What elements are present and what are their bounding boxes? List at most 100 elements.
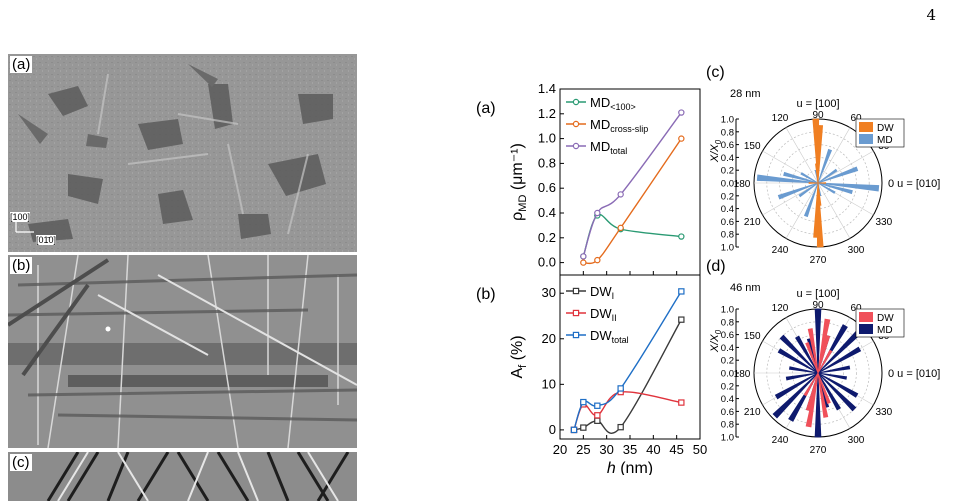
- polar-c-angle-label: 180: [734, 179, 751, 190]
- chart-a-legend-label: MDtotal: [590, 139, 627, 156]
- chart-a-ytick-label: 0.2: [538, 230, 556, 245]
- chart-a-point: [678, 109, 685, 116]
- chart-a-legend-marker: [572, 120, 580, 128]
- chart-a-series-line-0: [582, 213, 682, 257]
- polar-d-bar-dw: [817, 372, 831, 405]
- polar-c-legend-swatch: [859, 134, 873, 144]
- polar-c-legend-box: [855, 118, 905, 148]
- chart-a-point: [678, 135, 685, 142]
- polar-c: (c)28 nmu = [100]0 u = [010]603033030027…: [706, 64, 940, 266]
- polar-c-radial-tick-label: 0.4: [721, 153, 734, 164]
- polar-c-spoke: [762, 182, 819, 216]
- polar-c-angle-label: 150: [744, 141, 761, 152]
- chart-a-ytick-label: 1.0: [538, 131, 556, 146]
- polar-c-spoke: [817, 150, 874, 184]
- polar-d-bar-md: [817, 372, 859, 398]
- polar-c-panel-label: (c): [706, 64, 725, 81]
- polar-d-radial-tick-label: 0.0: [721, 369, 734, 380]
- chart-a-ytick-label: 0.6: [538, 180, 556, 195]
- chart-a-point: [594, 209, 601, 217]
- chart-b-xtick-label: 40: [646, 442, 660, 457]
- polar-d-radial-tick-label: 0.2: [721, 381, 734, 392]
- polar-c-bar-md: [756, 174, 819, 184]
- polar-d-radial-tick-label: 0.6: [721, 407, 734, 418]
- polar-c-ring: [804, 169, 832, 197]
- polar-c-bar-dw: [815, 163, 819, 184]
- polar-d-bar-md: [817, 346, 862, 374]
- polar-d-legend-label: DW: [877, 313, 894, 324]
- polar-d-radial-tick-label: 0.4: [721, 394, 734, 405]
- polar-c-spoke: [785, 182, 819, 239]
- polar-c-bar-md: [817, 182, 880, 192]
- polar-c-bar-dw: [808, 182, 819, 184]
- polar-c-radial-tick-label: 0.6: [721, 217, 734, 228]
- polar-c-angle-label: 300: [848, 245, 865, 256]
- polar-d-angle-label: 330: [875, 407, 892, 418]
- polar-d-bar-md: [814, 308, 822, 374]
- polar-d-radial-tick-label: 0.6: [721, 330, 734, 341]
- chart-b-point: [594, 402, 601, 409]
- polar-d-bar-dw: [817, 349, 833, 374]
- chart-b-xlabel: h (nm): [607, 460, 653, 475]
- polar-d-angle-label: 240: [772, 435, 789, 446]
- polar-d-radial-tick-label: 0.8: [721, 317, 734, 328]
- chart-b-ytick-label: 10: [542, 376, 556, 391]
- chart-b-point: [617, 385, 624, 392]
- polar-d-radial-tick-label: 0.2: [721, 356, 734, 367]
- polar-c-top-label: u = [100]: [796, 98, 839, 110]
- polar-d-legend-label: MD: [877, 325, 893, 336]
- polar-d-bar-md: [772, 372, 819, 419]
- polar-c-bar-md: [817, 148, 833, 184]
- chart-a-ytick-label: 0.0: [538, 255, 556, 270]
- chart-a-ytick-label: 1.2: [538, 106, 556, 121]
- chart-b-point: [594, 417, 601, 424]
- polar-d-angle-label: 210: [744, 407, 761, 418]
- chart-b-legend-marker: [572, 331, 580, 339]
- chart-b-ytick-label: 30: [542, 285, 556, 300]
- chart-b-ylabel: Af (%): [509, 335, 529, 378]
- polar-c-bar-dw: [816, 124, 824, 184]
- polar-c-radial-tick-label: 0.2: [721, 191, 734, 202]
- polar-c-bar-dw: [817, 182, 822, 206]
- chart-b-xtick-label: 25: [576, 442, 590, 457]
- polar-d-right-label: 0 u = [010]: [888, 368, 940, 380]
- chart-b-xtick-label: 30: [599, 442, 613, 457]
- polar-c-spoke: [785, 127, 819, 184]
- chart-b-legend-label: DWtotal: [590, 328, 629, 345]
- micrograph-c-image: [8, 452, 357, 501]
- polar-c-radial-label: X/X0: [709, 139, 723, 163]
- polar-c-bar-dw: [817, 182, 827, 184]
- polar-d-bar-md: [795, 335, 819, 374]
- polar-d-panel-label: (d): [706, 258, 726, 275]
- polar-c-bar-md: [817, 168, 838, 184]
- line-charts: 0.0 0.2 0.4 0.6 0.8 1.0 1.2 1.4 ρMD (μm⁻¹) MD<100…: [476, 81, 707, 475]
- chart-a-legend-label: MD<100>: [590, 95, 636, 112]
- polar-d-angle-label: 60: [850, 303, 862, 314]
- polar-d-bar-dw: [807, 328, 819, 374]
- polar-c-bar-md: [817, 166, 859, 184]
- polar-c-thickness: 28 nm: [730, 88, 761, 100]
- polar-d-bar-dw: [817, 335, 831, 374]
- polar-d-thickness: 46 nm: [730, 282, 761, 294]
- polar-c-radial-tick-label: 0.4: [721, 204, 734, 215]
- polar-c-legend-label: MD: [877, 135, 893, 146]
- chart-b-legend-label: DWII: [590, 306, 617, 323]
- polar-d-bar-md: [785, 372, 819, 381]
- chart-b-xtick-label: 35: [623, 442, 637, 457]
- polar-d-bar-md: [817, 372, 841, 411]
- chart-a-ytick-label: 1.4: [538, 81, 556, 96]
- polar-c-bar-md: [817, 182, 853, 195]
- polar-c-bar-md: [803, 182, 819, 218]
- polar-c-spoke: [817, 127, 851, 184]
- chart-a-ylabel: ρMD (μm⁻¹): [509, 143, 529, 221]
- polar-d-angle-label: 120: [772, 303, 789, 314]
- polar-d-radial-label: X/X0: [709, 329, 723, 353]
- micrograph-a-image: [8, 54, 357, 252]
- chart-a-point: [617, 224, 624, 232]
- polar-d-radial-tick-label: 1.0: [721, 433, 734, 444]
- chart-a-legend-marker: [572, 142, 580, 150]
- chart-b-point: [594, 412, 601, 419]
- polar-c-right-label: 0 u = [010]: [888, 178, 940, 190]
- chart-b-legend-label: DWI: [590, 284, 614, 301]
- polar-c-spoke: [817, 182, 851, 239]
